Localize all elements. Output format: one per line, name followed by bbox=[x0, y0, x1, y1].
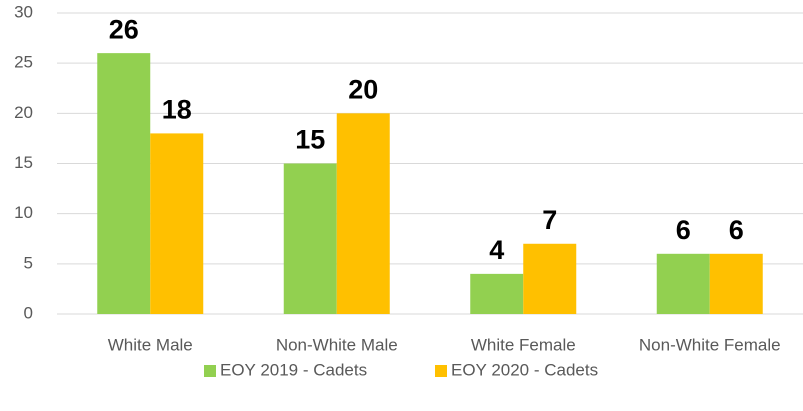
legend-label: EOY 2020 - Cadets bbox=[451, 360, 598, 379]
bar bbox=[97, 53, 151, 315]
legend-swatch bbox=[204, 365, 216, 377]
x-tick-label: White Female bbox=[471, 335, 576, 354]
x-tick-label: White Male bbox=[108, 335, 193, 354]
data-label: 6 bbox=[676, 215, 691, 245]
data-label: 6 bbox=[729, 215, 744, 245]
bar bbox=[470, 273, 524, 314]
bar bbox=[656, 253, 710, 314]
y-tick-label: 15 bbox=[14, 153, 33, 172]
data-label: 15 bbox=[295, 125, 325, 155]
x-tick-label: Non-White Female bbox=[639, 335, 781, 354]
bar bbox=[336, 113, 390, 314]
data-label: 7 bbox=[542, 205, 557, 235]
data-label: 4 bbox=[489, 235, 504, 265]
y-tick-label: 25 bbox=[14, 53, 33, 72]
bar bbox=[523, 243, 577, 314]
data-label: 18 bbox=[162, 95, 192, 125]
legend-swatch bbox=[435, 365, 447, 377]
x-tick-label: Non-White Male bbox=[276, 335, 398, 354]
bar bbox=[283, 163, 337, 314]
legend-label: EOY 2019 - Cadets bbox=[220, 360, 367, 379]
y-tick-label: 20 bbox=[14, 103, 33, 122]
bar bbox=[150, 133, 204, 314]
y-tick-label: 30 bbox=[14, 2, 33, 21]
y-tick-label: 5 bbox=[24, 253, 33, 272]
y-tick-label: 10 bbox=[14, 203, 33, 222]
data-label: 20 bbox=[348, 74, 378, 104]
data-label: 26 bbox=[109, 14, 139, 44]
y-tick-label: 0 bbox=[24, 303, 33, 322]
bar bbox=[709, 253, 763, 314]
